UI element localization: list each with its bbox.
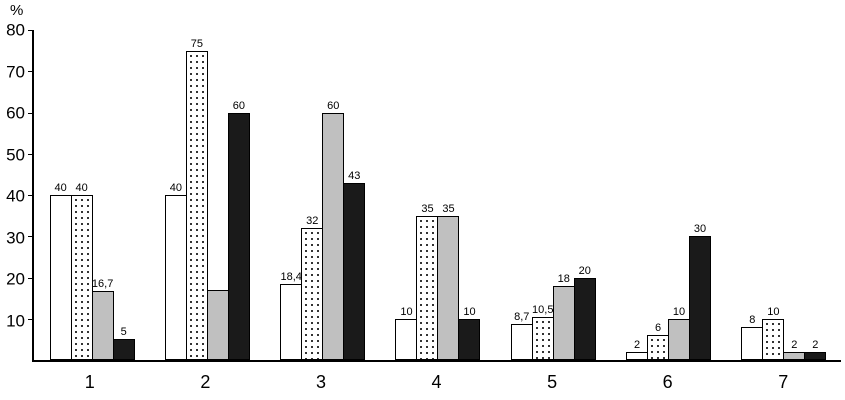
bar-value-label: 35	[421, 202, 434, 215]
y-tick-mark	[28, 30, 34, 31]
bar-white-category-1: 40	[49, 182, 72, 360]
bar-dotted-category-3: 32	[301, 215, 324, 360]
bar-gray-category-1: 16,7	[91, 278, 114, 360]
y-tick-mark	[28, 236, 34, 238]
bar-value-label: 8	[749, 314, 756, 326]
plot-area: 40 40 16,7 5 40 75 60 18,4 32 60 43 10 35 35 10 8,7 10,5…	[28, 30, 841, 362]
y-tick-label: 80	[6, 20, 25, 40]
bar-value-label: 10	[767, 305, 780, 318]
bar-gray-category-7: 2	[783, 339, 806, 360]
bar-gray-category-5: 18	[552, 273, 575, 360]
bar-value-label: 20	[578, 264, 591, 277]
bar-value-label: 30	[693, 223, 707, 236]
y-tick-mark	[28, 277, 34, 279]
x-axis: 1 2 3 4 5 6 7	[32, 364, 841, 400]
bar-group: 8,7 10,5 18 20	[495, 30, 610, 360]
bar-value-label: 32	[306, 215, 319, 227]
y-tick-label: 40	[6, 186, 25, 206]
bar-dotted-category-5: 10,5	[531, 304, 554, 360]
bar-group: 18,4 32 60 43	[265, 30, 380, 360]
y-axis-title: %	[10, 2, 24, 19]
bar-group: 40 75 60	[149, 30, 264, 360]
bar-value-label: 18	[557, 272, 570, 285]
bar-gray-category-3: 60	[322, 100, 345, 360]
bar-value-label: 5	[120, 326, 127, 339]
bar-value-label: 16,7	[91, 278, 114, 291]
bar-white-category-7: 8	[741, 314, 764, 360]
bar-value-label: 75	[190, 37, 204, 50]
bar-white-category-3: 18,4	[280, 271, 303, 360]
bar-dotted-category-2: 75	[185, 38, 208, 360]
bar-value-label: 10,5	[532, 303, 554, 316]
bar-white-category-4: 10	[395, 306, 418, 360]
bar-value-label: 60	[327, 99, 340, 112]
bar-value-label: 2	[633, 338, 641, 351]
bar-value-label: 2	[812, 338, 819, 351]
bar-value-label: 18,4	[280, 271, 302, 284]
y-tick-label: 70	[6, 62, 25, 81]
y-tick-label: 10	[6, 311, 25, 330]
bar-value-label: 10	[400, 305, 413, 318]
bar-value-label: 35	[442, 202, 455, 215]
y-tick-label: 20	[6, 269, 25, 289]
bar-group: 10 35 35 10	[380, 30, 495, 360]
bar-value-label: 43	[348, 169, 361, 182]
x-axis-category-label: 4	[431, 372, 442, 392]
y-tick-mark	[28, 318, 34, 320]
x-axis-category-label: 2	[200, 372, 211, 392]
bar-black-category-1: 5	[112, 326, 135, 360]
bar-dotted-category-6: 6	[647, 322, 670, 360]
y-tick-mark	[28, 195, 34, 196]
bar-black-category-7: 2	[804, 339, 827, 360]
y-tick-mark	[28, 112, 34, 114]
bar-white-category-6: 2	[626, 339, 649, 360]
bar-value-label: 40	[75, 182, 88, 194]
bar-dotted-category-4: 35	[416, 203, 439, 360]
bar-value-label: 40	[54, 182, 67, 194]
bar-value-label: 8,7	[514, 311, 530, 324]
bar-gray-category-4: 35	[437, 203, 460, 360]
bar-group: 40 40 16,7 5	[34, 30, 149, 360]
bar-value-label: 6	[654, 322, 662, 335]
bar-gray-category-2	[206, 289, 229, 360]
x-axis-category-label: 1	[84, 372, 95, 392]
bar-group: 8 10 2 2	[726, 30, 841, 360]
y-tick-label: 30	[6, 228, 25, 247]
bar-gray-category-6: 10	[668, 306, 691, 360]
bar-black-category-4: 10	[458, 306, 481, 360]
bar-dotted-category-1: 40	[70, 182, 93, 360]
y-tick-label: 50	[6, 145, 25, 164]
bar-dotted-category-7: 10	[762, 306, 785, 360]
bar-value-label: 10	[463, 305, 476, 318]
x-axis-category-label: 5	[547, 372, 558, 392]
bar-black-category-6: 30	[689, 223, 712, 360]
y-tick-mark	[28, 153, 34, 155]
x-axis-category-label: 7	[778, 372, 789, 392]
y-tick-mark	[28, 71, 34, 73]
bar-value-label: 10	[672, 305, 686, 318]
bar-black-category-2: 60	[227, 100, 250, 360]
bar-black-category-5: 20	[573, 265, 596, 360]
bar-black-category-3: 43	[343, 170, 366, 360]
bar-value-label: 2	[791, 338, 798, 351]
bar-group: 2 6 10 30	[610, 30, 725, 360]
bar-value-label: 40	[169, 182, 183, 194]
x-axis-category-label: 3	[315, 372, 326, 392]
bar-white-category-2: 40	[164, 182, 187, 360]
y-axis: 10 20 30 40 50 60 70 80	[0, 22, 32, 362]
x-axis-category-label: 6	[662, 372, 673, 392]
y-tick-label: 60	[6, 103, 25, 123]
bar-white-category-5: 8,7	[510, 311, 533, 360]
bar-value-label: 60	[232, 99, 246, 112]
